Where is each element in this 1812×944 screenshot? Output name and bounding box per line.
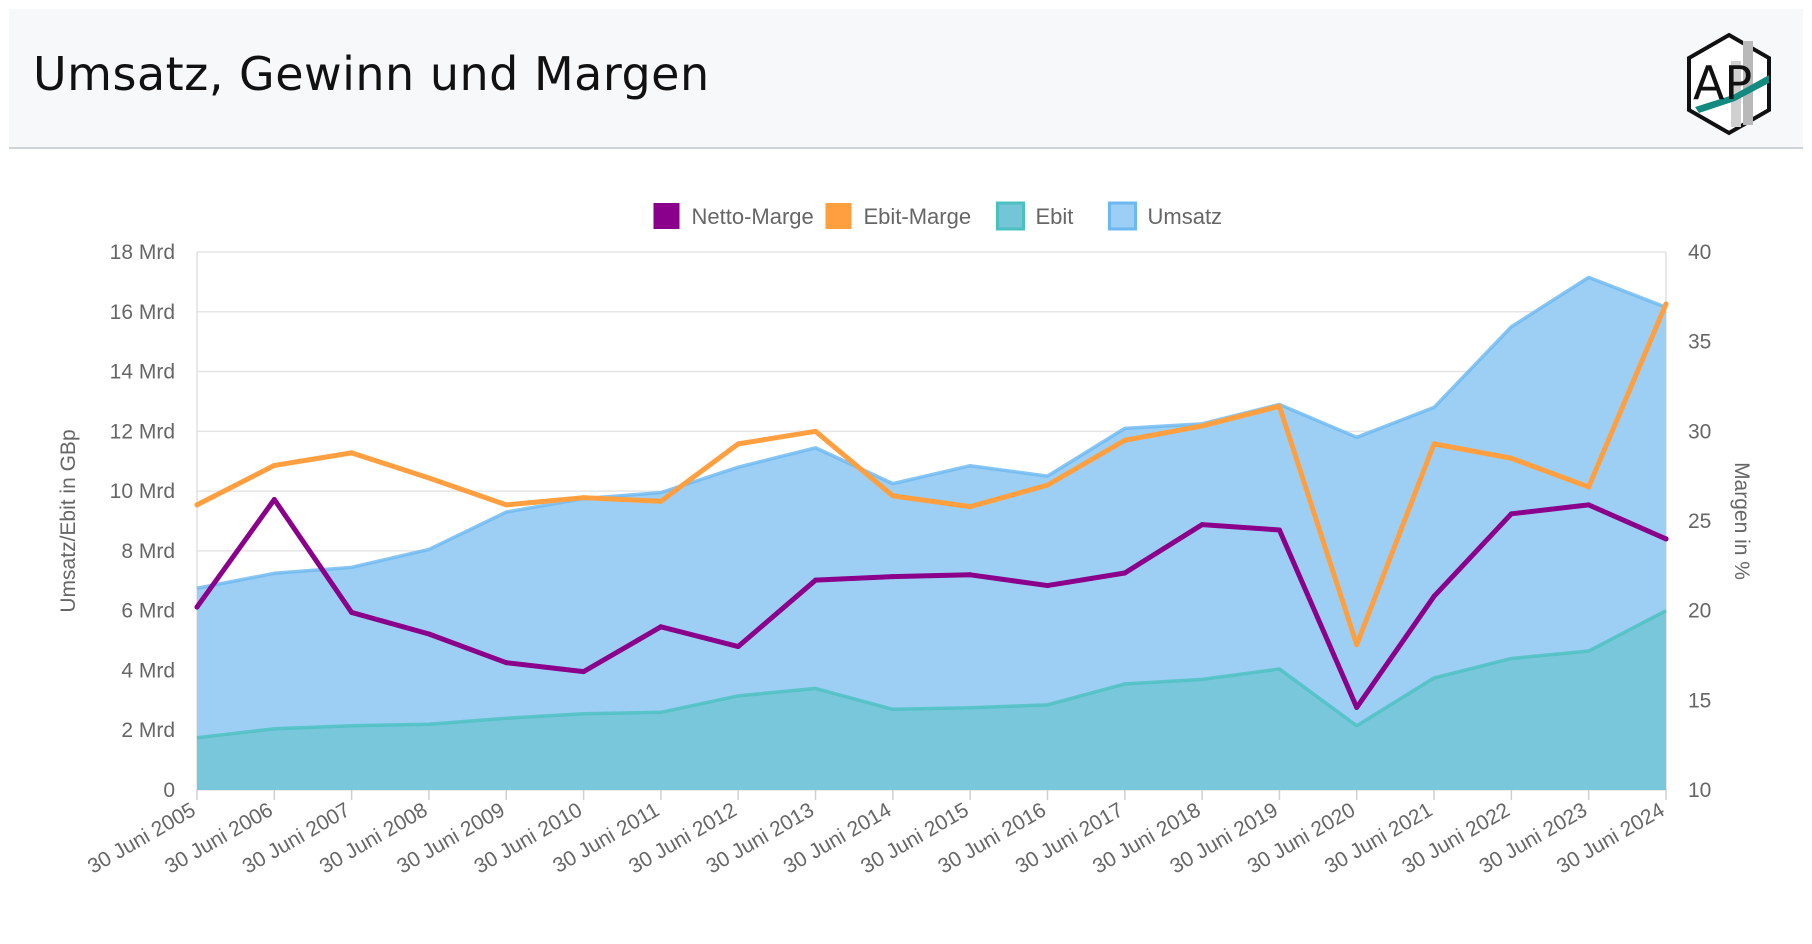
area-outline-umsatz	[196, 275, 1667, 590]
point-ebit-marge	[271, 462, 277, 468]
left-tick-label: 8 Mrd	[121, 540, 175, 563]
legend-swatch-ebit-marge	[825, 203, 852, 229]
point-ebit-marge	[1586, 484, 1592, 490]
point-netto-marge	[890, 574, 896, 580]
left-tick-label: 2 Mrd	[121, 719, 175, 742]
point-netto-marge	[503, 660, 509, 666]
left-tick-label: 14 Mrd	[110, 361, 175, 384]
legend-swatch-ebit	[996, 201, 1025, 231]
point-netto-marge	[813, 577, 819, 583]
point-ebit-marge	[967, 504, 973, 510]
legend-label-umsatz: Umsatz	[1148, 204, 1223, 229]
right-tick-label: 15	[1688, 689, 1711, 712]
line-netto-marge	[194, 496, 1669, 711]
point-ebit-marge	[1431, 441, 1437, 447]
point-netto-marge	[735, 644, 741, 650]
point-netto-marge	[1122, 570, 1128, 576]
point-netto-marge	[1431, 593, 1437, 599]
point-ebit-marge	[581, 495, 587, 501]
point-netto-marge	[1508, 511, 1514, 517]
point-ebit-marge	[1508, 455, 1514, 461]
legend-label-ebit-marge: Ebit-Marge	[864, 204, 972, 229]
margins-chart: 0 2 Mrd 4 Mrd 6 Mrd 8 Mrd 10 Mrd 12 Mrd 14 Mrd 1…	[57, 201, 1753, 878]
point-ebit-marge	[1122, 437, 1128, 443]
chart-points	[194, 301, 1669, 711]
page-title: Umsatz, Gewinn und Margen	[33, 47, 710, 101]
point-ebit-marge	[813, 428, 819, 434]
chart-legend: Netto-Marge Ebit-Marge Ebit Umsatz	[653, 201, 1223, 231]
right-tick-label: 35	[1688, 331, 1711, 354]
chart-lines	[194, 301, 1669, 711]
legend-swatch-umsatz	[1108, 201, 1137, 231]
point-ebit-marge	[1044, 482, 1050, 488]
legend-swatch-netto-marge	[653, 203, 680, 229]
logo-text: AP	[1693, 56, 1752, 110]
point-netto-marge	[194, 604, 200, 610]
point-ebit-marge	[349, 450, 355, 456]
point-ebit-marge	[503, 502, 509, 508]
point-netto-marge	[271, 496, 277, 502]
point-ebit-marge	[1199, 423, 1205, 429]
point-ebit-marge	[890, 493, 896, 499]
chart-header: Umsatz, Gewinn und Margen AP	[9, 9, 1803, 149]
area-ebit	[197, 610, 1666, 790]
left-tick-label: 16 Mrd	[110, 301, 175, 324]
legend-label-ebit: Ebit	[1036, 204, 1074, 229]
ap-hexagon-logo-icon: AP	[1687, 32, 1771, 136]
point-ebit-marge	[426, 475, 432, 481]
right-tick-label: 40	[1688, 241, 1711, 264]
point-ebit-marge	[658, 498, 664, 504]
point-netto-marge	[426, 631, 432, 637]
point-netto-marge	[1586, 502, 1592, 508]
left-tick-label: 18 Mrd	[110, 241, 175, 264]
right-tick-label: 30	[1688, 420, 1711, 443]
area-umsatz	[197, 277, 1666, 791]
area-outline-ebit	[196, 609, 1667, 740]
point-ebit-marge	[1276, 403, 1282, 409]
point-netto-marge	[658, 624, 664, 630]
left-tick-label: 0	[163, 779, 175, 802]
left-axis-title: Umsatz/Ebit in GBp	[57, 429, 80, 612]
right-tick-label: 10	[1688, 779, 1711, 802]
left-tick-label: 10 Mrd	[110, 480, 175, 503]
legend-label-netto-marge: Netto-Marge	[692, 204, 814, 229]
point-netto-marge	[1663, 536, 1669, 542]
left-tick-label: 6 Mrd	[121, 600, 175, 623]
left-tick-label: 4 Mrd	[121, 659, 175, 682]
point-netto-marge	[1044, 583, 1050, 589]
point-ebit-marge	[194, 502, 200, 508]
point-netto-marge	[349, 609, 355, 615]
left-tick-label: 12 Mrd	[110, 420, 175, 443]
point-ebit-marge	[1354, 642, 1360, 648]
chart-areas	[196, 275, 1667, 791]
point-netto-marge	[967, 572, 973, 578]
point-netto-marge	[581, 669, 587, 675]
right-tick-label: 25	[1688, 510, 1711, 533]
point-ebit-marge	[1663, 301, 1669, 307]
line-ebit-marge	[194, 301, 1669, 648]
right-axis-title: Margen in %	[1730, 462, 1753, 580]
point-netto-marge	[1199, 522, 1205, 528]
point-ebit-marge	[735, 441, 741, 447]
right-tick-label: 20	[1688, 600, 1711, 623]
point-netto-marge	[1276, 527, 1282, 533]
point-netto-marge	[1354, 705, 1360, 711]
